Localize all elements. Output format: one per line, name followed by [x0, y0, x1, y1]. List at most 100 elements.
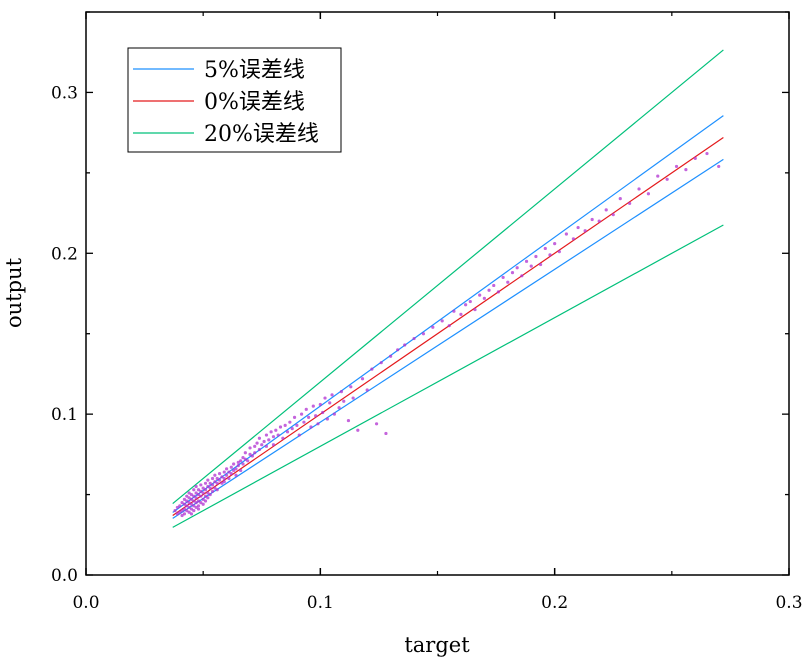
- data-point: [496, 290, 501, 294]
- data-point: [185, 509, 189, 513]
- data-point: [440, 319, 444, 323]
- data-point: [222, 470, 226, 474]
- data-point: [203, 481, 208, 485]
- data-point: [182, 497, 187, 501]
- data-point: [478, 293, 482, 297]
- data-point: [264, 433, 269, 437]
- data-point: [267, 438, 271, 442]
- data-point: [304, 407, 308, 411]
- data-point: [199, 489, 203, 493]
- data-point: [332, 412, 336, 416]
- data-point: [213, 480, 217, 484]
- data-point: [693, 156, 697, 160]
- data-point: [339, 390, 344, 394]
- data-point: [717, 164, 721, 169]
- data-point: [189, 512, 194, 516]
- data-point: [468, 299, 472, 304]
- data-point: [199, 494, 203, 498]
- data-point: [215, 481, 219, 485]
- data-point: [206, 496, 210, 500]
- data-point: [342, 399, 346, 403]
- data-point: [189, 502, 194, 506]
- data-point: [206, 491, 210, 495]
- data-point: [452, 309, 456, 313]
- data-point: [210, 476, 215, 481]
- data-point: [604, 208, 608, 212]
- data-point: [553, 242, 557, 246]
- y-tick-label: 0.0: [51, 566, 78, 586]
- data-point: [194, 496, 198, 500]
- x-axis-title: target: [404, 633, 470, 657]
- data-point: [185, 499, 189, 503]
- data-point: [236, 460, 240, 464]
- error-line: [172, 224, 724, 528]
- data-point: [421, 332, 426, 336]
- data-point: [262, 439, 266, 444]
- data-point: [192, 509, 196, 513]
- data-point: [618, 196, 622, 201]
- data-point: [253, 444, 257, 448]
- data-point: [189, 492, 194, 497]
- data-point: [374, 422, 379, 426]
- data-point: [220, 481, 224, 485]
- data-point: [239, 459, 243, 463]
- data-point: [447, 324, 451, 328]
- data-point: [194, 491, 198, 495]
- data-point: [520, 274, 524, 278]
- data-point: [564, 232, 568, 236]
- data-point: [396, 348, 400, 352]
- data-point: [189, 507, 194, 511]
- data-point: [611, 213, 615, 217]
- data-point: [590, 217, 594, 222]
- data-point: [637, 187, 641, 191]
- y-axis-title: output: [2, 257, 26, 328]
- data-point: [192, 488, 196, 492]
- legend-label-5pct: 5%误差线: [204, 58, 305, 83]
- data-point: [246, 459, 250, 463]
- data-point: [684, 168, 688, 172]
- data-point: [215, 476, 219, 481]
- data-point: [274, 428, 278, 432]
- data-point: [220, 475, 224, 479]
- data-point: [178, 504, 182, 508]
- data-point: [292, 415, 297, 419]
- data-point: [229, 465, 233, 469]
- data-point: [506, 280, 510, 284]
- data-point: [314, 414, 318, 418]
- data-point: [349, 385, 353, 389]
- data-point: [583, 229, 587, 233]
- data-point: [225, 473, 229, 477]
- data-point: [283, 423, 287, 428]
- data-point: [180, 509, 184, 513]
- data-point: [208, 481, 212, 485]
- data-point: [213, 473, 217, 477]
- data-point: [182, 512, 187, 516]
- data-point: [194, 505, 198, 510]
- data-point: [464, 303, 468, 307]
- data-point: [482, 296, 486, 300]
- data-point: [234, 473, 238, 477]
- data-point: [185, 494, 189, 498]
- data-point: [307, 415, 311, 419]
- data-point: [234, 467, 238, 471]
- data-point: [597, 219, 601, 223]
- data-point: [379, 361, 383, 365]
- data-point: [187, 491, 191, 495]
- data-point: [370, 367, 374, 371]
- data-point: [208, 486, 212, 490]
- data-point: [403, 343, 407, 347]
- data-point: [192, 494, 196, 498]
- data-point: [187, 505, 191, 510]
- data-point: [187, 501, 191, 505]
- data-point: [199, 483, 203, 487]
- data-point: [351, 396, 355, 400]
- data-point: [194, 501, 198, 505]
- data-point: [285, 430, 290, 434]
- data-point: [271, 443, 276, 447]
- data-point: [222, 480, 226, 484]
- data-point: [264, 444, 269, 448]
- y-tick-label: 0.3: [51, 83, 78, 103]
- data-point: [576, 225, 580, 230]
- data-point: [323, 396, 327, 400]
- axis-ticks: 0.0 0.1 0.2 0.3 0.0 0.1 0.2 0.3: [51, 11, 803, 613]
